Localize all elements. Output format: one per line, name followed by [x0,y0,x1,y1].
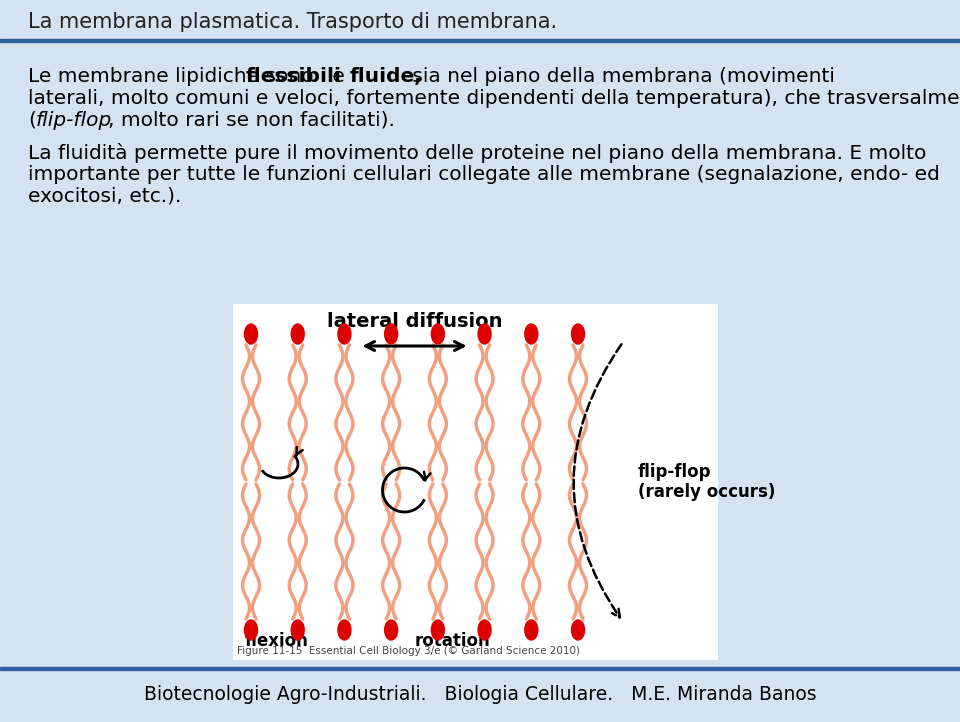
Text: lateral diffusion: lateral diffusion [326,312,502,331]
Ellipse shape [571,324,585,344]
Ellipse shape [525,324,538,344]
Text: e: e [325,67,351,86]
Ellipse shape [431,620,444,640]
Ellipse shape [291,324,304,344]
Text: (: ( [28,111,36,130]
Text: , molto rari se non facilitati).: , molto rari se non facilitati). [108,111,396,130]
Ellipse shape [338,620,351,640]
Ellipse shape [571,620,585,640]
Text: La fluidità permette pure il movimento delle proteine nel piano della membrana. : La fluidità permette pure il movimento d… [28,143,926,163]
Text: importante per tutte le funzioni cellulari collegate alle membrane (segnalazione: importante per tutte le funzioni cellula… [28,165,940,184]
Text: fluide,: fluide, [350,67,422,86]
Text: sia nel piano della membrana (movimenti: sia nel piano della membrana (movimenti [406,67,835,86]
Ellipse shape [291,620,304,640]
Bar [0,38,960,42]
Text: flip-flop
(rarely occurs): flip-flop (rarely occurs) [638,463,776,501]
Ellipse shape [338,324,351,344]
Ellipse shape [431,324,444,344]
Ellipse shape [245,324,257,344]
Text: exocitosi, etc.).: exocitosi, etc.). [28,187,181,206]
Text: Biotecnologie Agro-Industriali.   Biologia Cellulare.   M.E. Miranda Banos: Biotecnologie Agro-Industriali. Biologia… [144,684,816,703]
Text: flexion: flexion [245,632,309,650]
Text: Le membrane lipidiche sono: Le membrane lipidiche sono [28,67,320,86]
Ellipse shape [385,324,397,344]
Ellipse shape [525,620,538,640]
Text: laterali, molto comuni e veloci, fortemente dipendenti della temperatura), che t: laterali, molto comuni e veloci, forteme… [28,89,960,108]
Text: Figure 11-15  Essential Cell Biology 3/e (© Garland Science 2010): Figure 11-15 Essential Cell Biology 3/e … [237,646,580,656]
Ellipse shape [478,324,492,344]
Ellipse shape [245,620,257,640]
Bar [0,666,960,670]
Text: La membrana plasmatica. Trasporto di membrana.: La membrana plasmatica. Trasporto di mem… [28,12,557,32]
Text: flip-flop: flip-flop [36,111,112,130]
Ellipse shape [385,620,397,640]
Bar [233,304,718,660]
Ellipse shape [478,620,492,640]
Text: rotation: rotation [415,632,491,650]
Text: flessibili: flessibili [246,67,342,86]
